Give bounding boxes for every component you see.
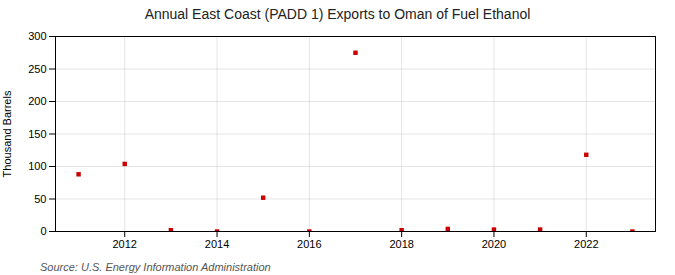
html-text:Source: U.S. Energy Informatio: Source: U.S. Energy Information Administ… [40, 261, 271, 273]
html-text:Annual East Coast (PADD 1) Exp: Annual East Coast (PADD 1) Exports to Om… [144, 6, 531, 22]
svg-text:2016: 2016 [297, 238, 321, 250]
svg-text:150: 150 [28, 128, 46, 140]
svg-text:2012: 2012 [112, 238, 136, 250]
svg-text:300: 300 [28, 30, 46, 42]
svg-text:200: 200 [28, 95, 46, 107]
svg-text:2020: 2020 [482, 238, 506, 250]
svg-text:0: 0 [40, 225, 46, 237]
svg-text:100: 100 [28, 160, 46, 172]
svg-text:2018: 2018 [389, 238, 413, 250]
svg-text:2022: 2022 [574, 238, 598, 250]
svg-text:Thousand Barrels: Thousand Barrels [1, 90, 13, 177]
svg-text:250: 250 [28, 63, 46, 75]
svg-text:2014: 2014 [205, 238, 229, 250]
svg-text:50: 50 [34, 193, 46, 205]
